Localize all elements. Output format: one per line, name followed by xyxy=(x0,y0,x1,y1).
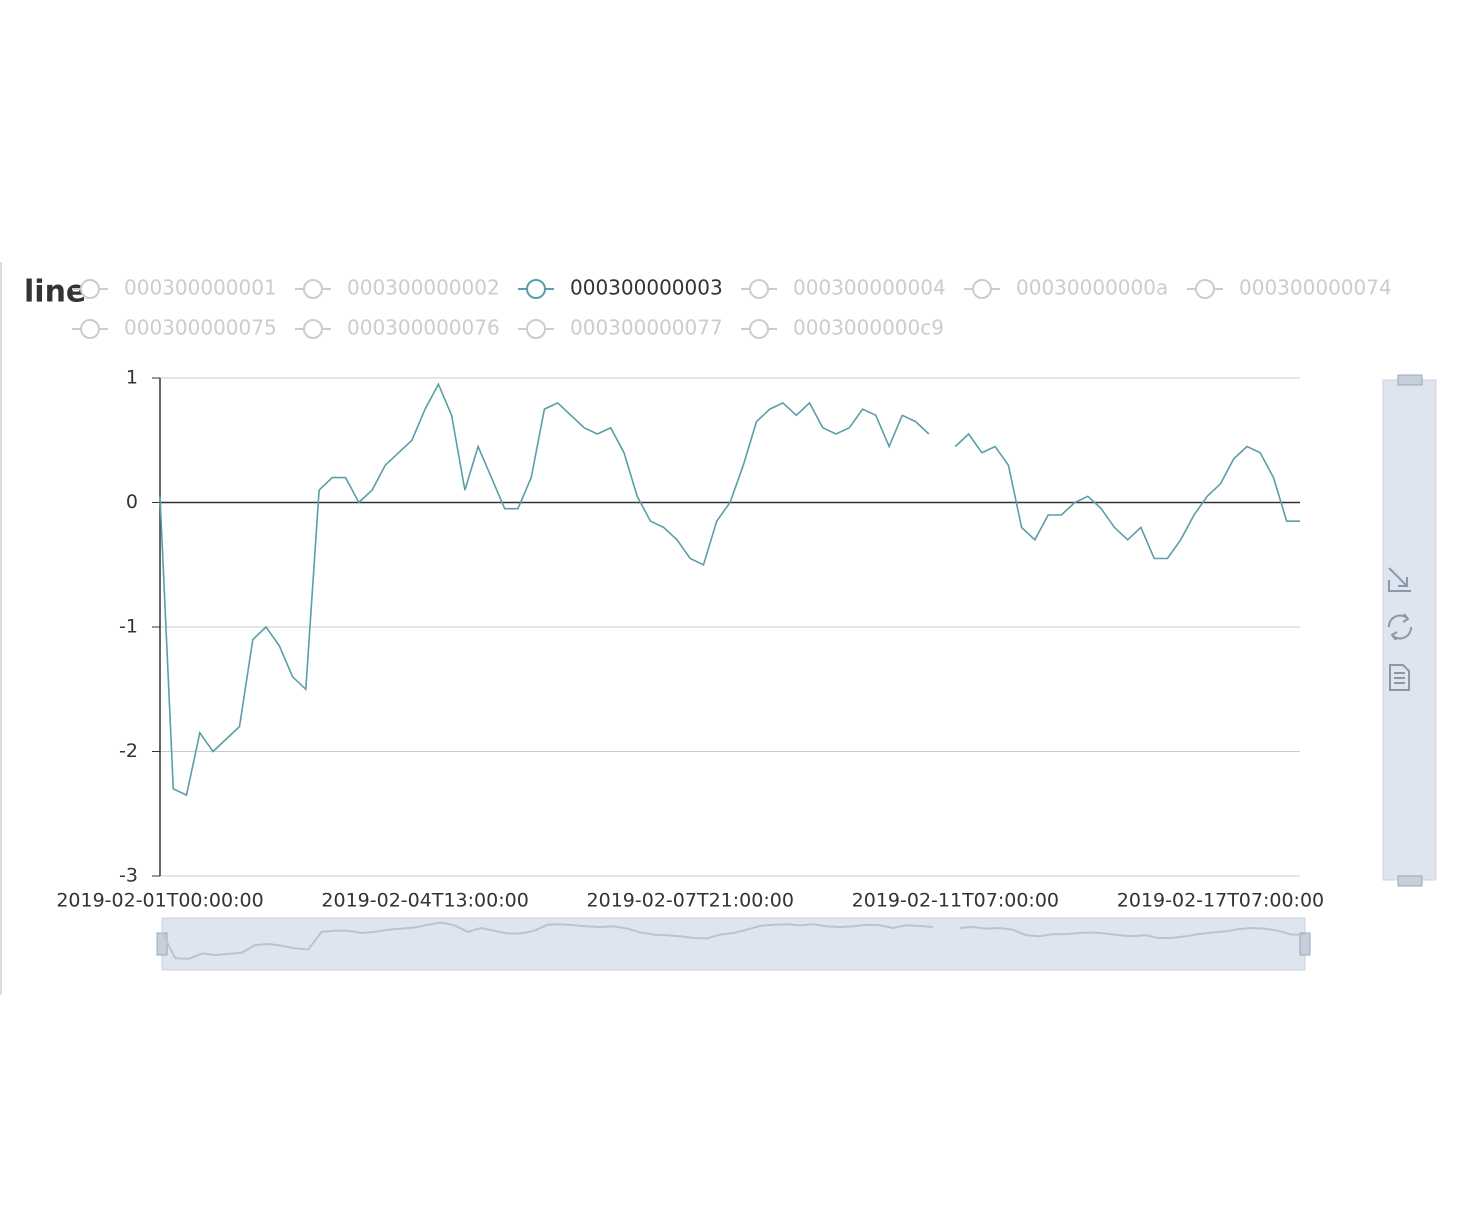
x-zoom xyxy=(156,917,1311,971)
y-tick-label: 0 xyxy=(126,491,138,513)
legend-label: 0003000000c9 xyxy=(793,316,944,340)
legend-label: 000300000074 xyxy=(1239,276,1392,300)
legend-label: 000300000076 xyxy=(347,316,500,340)
legend-label: 000300000077 xyxy=(570,316,723,340)
save-icon[interactable] xyxy=(1388,567,1411,592)
legend-item[interactable]: 000300000075 xyxy=(72,316,277,340)
x-zoom-handle[interactable] xyxy=(1299,932,1311,956)
legend-marker xyxy=(303,279,323,299)
legend-item[interactable]: 00030000000a xyxy=(964,276,1168,300)
y-zoom-handle[interactable] xyxy=(1397,875,1423,887)
legend-marker xyxy=(1195,279,1215,299)
legend-item[interactable]: 000300000074 xyxy=(1187,276,1392,300)
legend-item[interactable]: 0003000000c9 xyxy=(741,316,944,340)
data-view-icon[interactable] xyxy=(1389,664,1410,691)
toolbox xyxy=(1382,374,1437,887)
y-tick-label: -3 xyxy=(119,865,138,887)
series-line xyxy=(159,382,1300,797)
legend-label: 000300000003 xyxy=(570,276,723,300)
legend-marker xyxy=(526,319,546,339)
legend-item[interactable]: 000300000002 xyxy=(295,276,500,300)
legend-label: 000300000075 xyxy=(124,316,277,340)
x-tick-label: 2019-02-07T21:00:00 xyxy=(587,890,794,912)
x-zoom-handle[interactable] xyxy=(156,932,168,956)
legend-label: 00030000000a xyxy=(1016,276,1168,300)
legend-label: 000300000004 xyxy=(793,276,946,300)
y-zoom-slider[interactable] xyxy=(1382,379,1437,881)
legend-label: 000300000001 xyxy=(124,276,277,300)
y-zoom-handle[interactable] xyxy=(1397,374,1423,386)
legend-marker xyxy=(972,279,992,299)
y-tick-label: 1 xyxy=(126,367,138,389)
legend-item[interactable]: 000300000004 xyxy=(741,276,946,300)
chart-title: line xyxy=(24,275,86,310)
legend-marker xyxy=(749,319,769,339)
y-tick-label: -2 xyxy=(119,740,138,762)
legend-item[interactable]: 000300000003 xyxy=(518,276,723,300)
legend-marker xyxy=(303,319,323,339)
legend-item[interactable]: 000300000076 xyxy=(295,316,500,340)
x-tick-label: 2019-02-04T13:00:00 xyxy=(321,890,528,912)
legend-marker xyxy=(80,279,100,299)
x-tick-label: 2019-02-11T07:00:00 xyxy=(852,890,1059,912)
y-tick-label: -1 xyxy=(119,616,138,638)
legend-marker xyxy=(526,279,546,299)
x-tick-label: 2019-02-17T07:00:00 xyxy=(1117,890,1324,912)
legend-item[interactable]: 000300000001 xyxy=(72,276,277,300)
restore-icon[interactable] xyxy=(1387,613,1413,641)
legend-item[interactable]: 000300000077 xyxy=(518,316,723,340)
x-zoom-slider[interactable] xyxy=(161,917,1306,971)
legend-marker xyxy=(749,279,769,299)
zoom-preview xyxy=(161,921,1305,960)
legend-marker xyxy=(80,319,100,339)
x-tick-label: 2019-02-01T00:00:00 xyxy=(56,890,263,912)
legend-label: 000300000002 xyxy=(347,276,500,300)
